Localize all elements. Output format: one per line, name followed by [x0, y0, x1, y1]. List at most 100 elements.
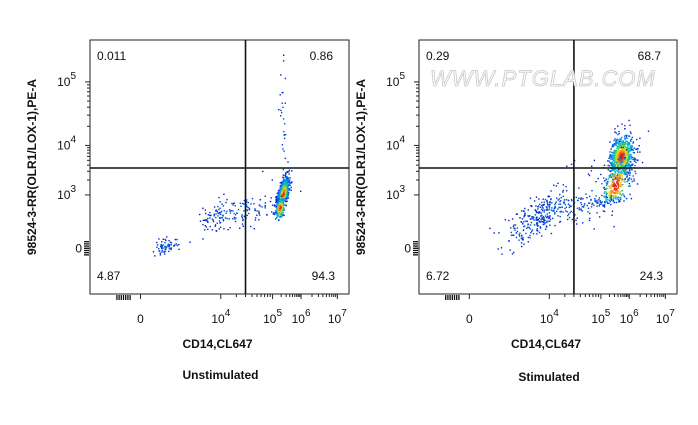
event-dot: [598, 216, 601, 218]
event-dot: [287, 185, 289, 187]
event-dot: [621, 146, 624, 148]
event-dot: [628, 157, 631, 159]
event-dot: [242, 202, 244, 205]
event-dot: [623, 137, 626, 139]
event-dot: [529, 218, 532, 220]
event-dot: [614, 151, 616, 153]
event-dot: [615, 144, 617, 147]
event-dot: [566, 165, 568, 167]
panel-1-quadrant-upper-right: 0.86: [310, 49, 334, 63]
event-dot: [280, 186, 282, 188]
event-dot: [521, 234, 523, 236]
event-dot: [625, 150, 627, 152]
event-dot: [279, 190, 281, 192]
event-dot: [214, 225, 216, 227]
event-dot: [266, 214, 268, 216]
event-dot: [246, 201, 248, 203]
event-dot: [215, 209, 217, 211]
event-dot: [277, 189, 280, 192]
event-dot: [607, 180, 609, 183]
event-dot: [581, 210, 584, 212]
event-dot: [277, 203, 280, 205]
event-dot: [539, 212, 541, 214]
event-dot: [523, 215, 525, 217]
event-dot: [606, 187, 608, 190]
event-dot: [629, 151, 631, 153]
event-dot: [241, 223, 244, 225]
event-dot: [205, 226, 207, 228]
panel-1-y-tick-label: 105: [57, 71, 76, 89]
event-dot: [590, 198, 592, 201]
event-dot: [631, 180, 633, 183]
event-dot: [574, 214, 576, 216]
event-dot: [518, 239, 520, 241]
event-dot: [216, 222, 218, 224]
event-dot: [635, 148, 637, 150]
event-dot: [608, 175, 610, 177]
tick-exponent: 4: [553, 308, 559, 319]
event-dot: [277, 199, 279, 202]
event-dot: [621, 172, 623, 174]
event-dot: [281, 191, 283, 193]
event-dot: [617, 150, 620, 152]
event-dot: [279, 203, 281, 206]
event-dot: [578, 207, 581, 209]
event-dot: [261, 206, 263, 208]
event-dot: [625, 168, 628, 171]
event-dot: [258, 219, 260, 221]
event-dot: [629, 145, 631, 148]
event-dot: [607, 185, 609, 187]
event-dot: [575, 219, 577, 221]
event-dot: [291, 170, 293, 172]
event-dot: [515, 236, 518, 239]
event-dot: [275, 213, 278, 215]
event-dot: [262, 170, 264, 173]
event-dot: [619, 177, 621, 180]
event-dot: [546, 221, 548, 224]
event-dot: [609, 157, 611, 159]
event-dot: [611, 196, 613, 198]
event-dot: [619, 193, 622, 195]
tick-base: 10: [386, 188, 400, 202]
event-dot: [625, 154, 627, 156]
event-dot: [539, 211, 541, 213]
event-dot: [271, 211, 273, 213]
event-dot: [632, 151, 635, 154]
event-dot: [613, 201, 615, 204]
event-dot: [604, 202, 606, 204]
panel-1-x-tick-label: 106: [292, 308, 311, 326]
event-dot: [514, 229, 516, 231]
event-dot: [610, 187, 612, 190]
event-dot: [264, 202, 266, 204]
event-dot: [281, 144, 284, 146]
event-dot: [620, 146, 622, 149]
event-dot: [623, 165, 625, 167]
event-dot: [208, 214, 211, 217]
event-dot: [560, 210, 563, 212]
event-dot: [226, 217, 228, 220]
event-dot: [625, 156, 627, 158]
event-dot: [523, 210, 525, 213]
event-dot: [612, 178, 614, 181]
event-dot: [625, 161, 627, 164]
event-dot: [570, 163, 573, 165]
event-dot: [603, 204, 606, 206]
event-dot: [625, 171, 627, 173]
event-dot: [614, 163, 616, 166]
event-dot: [559, 203, 562, 205]
event-dot: [627, 150, 630, 153]
event-dot: [288, 180, 290, 182]
event-dot: [526, 227, 528, 229]
event-dot: [575, 196, 577, 199]
event-dot: [598, 199, 600, 201]
event-dot: [550, 190, 552, 192]
event-dot: [280, 196, 282, 199]
event-dot: [621, 142, 623, 144]
event-dot: [281, 210, 283, 212]
event-dot: [285, 192, 288, 194]
event-dot: [576, 217, 578, 219]
event-dot: [533, 219, 535, 221]
event-dot: [614, 128, 616, 130]
event-dot: [628, 179, 630, 181]
event-dot: [620, 194, 623, 196]
